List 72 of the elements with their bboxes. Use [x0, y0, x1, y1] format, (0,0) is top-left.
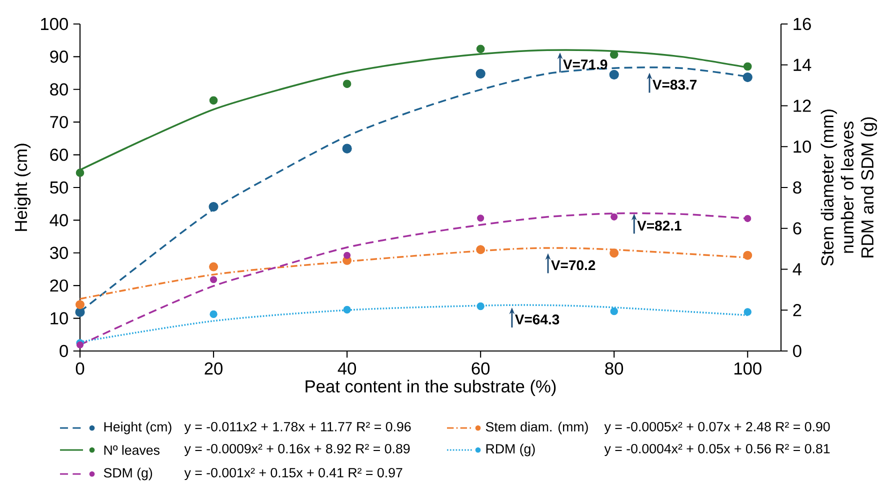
point: [210, 310, 218, 318]
y-tick-label: 40: [50, 214, 68, 226]
y-tick-label: 80: [50, 83, 68, 96]
y-tick-label: 70: [50, 116, 68, 128]
y2-tick-label: 4: [792, 263, 802, 276]
y-tick-label: 50: [50, 181, 68, 194]
text: y = -0.0009x² + 0.16x + 8.92 R² = 0.89: [184, 444, 410, 456]
legend-label: Height (cm): [104, 422, 172, 434]
point: [209, 262, 218, 272]
x-tick-label: 20: [204, 362, 222, 375]
y2-tick-label: 6: [793, 222, 802, 234]
point: [609, 70, 619, 80]
point: [209, 96, 218, 105]
legend-label: SDM (g): [104, 468, 152, 480]
point: [742, 72, 752, 82]
y-tick-label: 0: [60, 344, 68, 358]
y-axis-title: Height (cm): [14, 144, 31, 231]
point: [343, 306, 351, 314]
point: [743, 250, 752, 260]
point: [610, 248, 619, 258]
point: [744, 215, 752, 222]
text: y = -0.011x2 + 1.78x + 11.77 R² = 0.96: [184, 422, 411, 434]
legend-label: Stem diam. (mm): [486, 422, 588, 434]
legend-label: RDM (g): [486, 444, 535, 456]
point: [76, 300, 84, 310]
y-tick-label: 60: [50, 148, 68, 161]
x-tick-label: 80: [605, 362, 624, 375]
annotation: V=71.9: [563, 59, 608, 70]
point: [476, 44, 485, 54]
x-tick-label: 40: [338, 362, 356, 375]
x-tick-label: 100: [734, 362, 762, 375]
point: [476, 245, 486, 254]
x-tick-label: 60: [472, 362, 490, 375]
y2-tick-label: 10: [794, 140, 811, 153]
text: RDM and SDM (g): [860, 117, 877, 258]
y2-tick-label: 2: [793, 304, 802, 316]
y-tick-label: 30: [50, 246, 68, 260]
annotation: V=64.3: [514, 314, 560, 324]
y2-tick-label: 8: [793, 181, 802, 194]
text: number of leaves: [840, 122, 854, 253]
point: [342, 80, 352, 88]
point: [208, 202, 218, 212]
y2-tick-label: 12: [794, 100, 811, 112]
y-tick-label: 100: [41, 18, 68, 30]
point: [744, 308, 752, 316]
point: [210, 276, 218, 284]
point: [76, 168, 84, 177]
x-axis-title: Peat content in the substrate (%): [306, 380, 556, 396]
point: [477, 214, 484, 222]
annotation: V=70.2: [551, 260, 596, 270]
point: [476, 68, 486, 78]
y2-tick-label: 14: [794, 58, 812, 71]
text: Stem diameter (mm): [820, 110, 837, 266]
y2-tick-label: 0: [793, 344, 802, 358]
y-tick-label: 90: [50, 50, 68, 63]
x-tick-label: 0: [76, 362, 84, 375]
annotation: V=82.1: [637, 220, 682, 231]
y-tick-label: 10: [50, 312, 68, 324]
annotation: V=83.7: [652, 80, 697, 90]
point: [610, 307, 618, 316]
point: [75, 307, 85, 317]
legend-label: Nº leaves: [104, 445, 160, 455]
y-tick-label: 20: [50, 279, 68, 292]
text: y = -0.0004x² + 0.05x + 0.56 R² = 0.81: [604, 444, 830, 456]
y2-tick-label: 16: [794, 18, 811, 30]
text: y = -0.0005x² + 0.07x + 2.48 R² = 0.90: [604, 422, 830, 434]
point: [344, 252, 351, 259]
text: y = -0.001x² + 0.15x + 0.41 R² = 0.97: [184, 468, 402, 480]
point: [476, 302, 484, 310]
point: [342, 144, 352, 154]
point: [743, 62, 752, 71]
point: [610, 213, 618, 220]
